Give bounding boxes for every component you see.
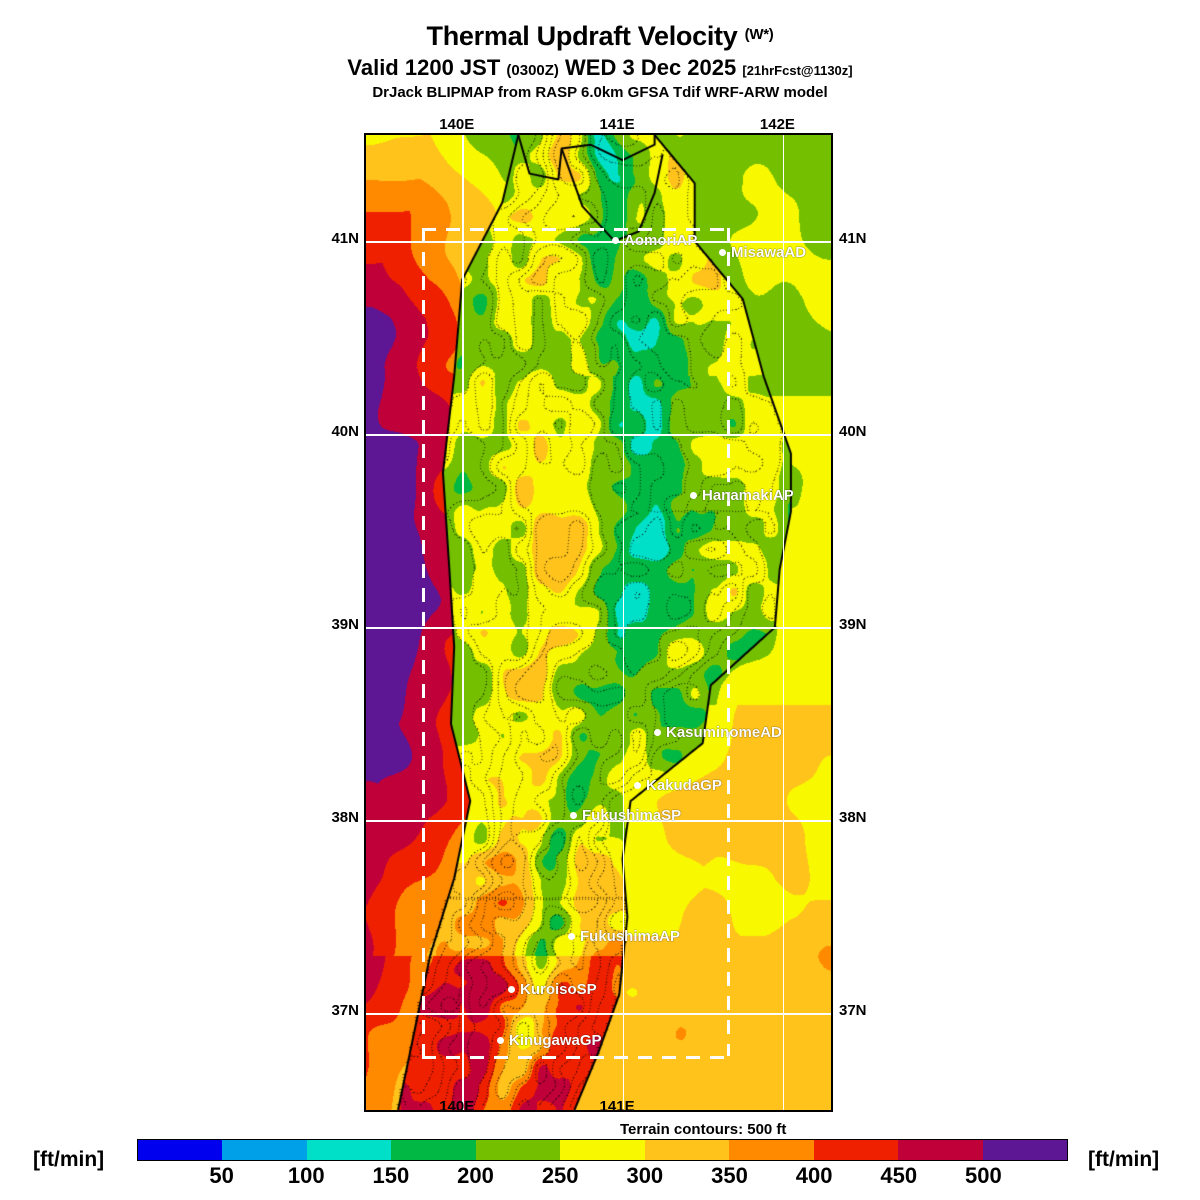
lon-label-top-142E: 142E xyxy=(759,116,795,133)
color-band-4 xyxy=(475,1140,561,1160)
lat-label-right-39N: 39N xyxy=(839,616,867,634)
color-band-0 xyxy=(138,1140,223,1160)
lat-gridline-40N xyxy=(366,434,831,436)
lat-label-left-39N: 39N xyxy=(331,616,359,634)
lat-gridline-41N xyxy=(366,241,831,243)
thermal-updraft-raster xyxy=(366,135,831,1110)
waypoint-dot-icon xyxy=(634,782,641,789)
lon-label-bottom-141E: 141E xyxy=(599,1098,635,1115)
lon-label-top-141E: 141E xyxy=(599,116,635,133)
domain-box-left xyxy=(422,227,426,1056)
color-band-10 xyxy=(982,1140,1067,1160)
waypoint-aomoriap[interactable]: AomoriAP xyxy=(612,232,697,249)
waypoint-dot-icon xyxy=(654,729,661,736)
color-band-3 xyxy=(391,1140,476,1160)
domain-box-right xyxy=(726,227,730,1056)
lon-label-top-140E: 140E xyxy=(439,116,475,133)
color-tick-100: 100 xyxy=(287,1163,325,1188)
color-band-5 xyxy=(560,1140,645,1160)
lat-label-left-37N: 37N xyxy=(331,1002,359,1020)
waypoint-label: FukushimaAP xyxy=(580,928,681,945)
lat-label-right-38N: 38N xyxy=(839,809,867,827)
lat-label-right-37N: 37N xyxy=(839,1002,867,1020)
waypoint-fukushimasp[interactable]: FukushimaSP xyxy=(570,807,681,824)
waypoint-label: KasuminomeAD xyxy=(666,724,782,741)
page-title: Thermal Updraft Velocity (W*) xyxy=(0,22,1200,50)
color-tick-500: 500 xyxy=(965,1163,1002,1188)
waypoint-dot-icon xyxy=(570,812,577,819)
lat-label-left-38N: 38N xyxy=(331,809,359,827)
lat-gridline-38N xyxy=(366,820,831,822)
waypoint-kinugawagp[interactable]: KinugawaGP xyxy=(497,1032,602,1049)
valid-date: WED 3 Dec 2025 xyxy=(565,55,737,81)
waypoint-dot-icon xyxy=(568,933,575,940)
units-label-left: [ft/min] xyxy=(33,1148,105,1171)
color-band-7 xyxy=(729,1140,814,1160)
waypoint-label: KuroisoSP xyxy=(520,981,597,998)
waypoint-label: HanamakiAP xyxy=(702,487,794,504)
waypoint-label: FukushimaSP xyxy=(582,807,682,824)
title-text: Thermal Updraft Velocity xyxy=(426,21,738,51)
lon-gridline-140E xyxy=(462,135,464,1110)
lat-label-right-41N: 41N xyxy=(839,230,867,248)
color-band-9 xyxy=(898,1140,983,1160)
waypoint-dot-icon xyxy=(719,249,726,256)
terrain-contour-note: Terrain contours: 500 ft xyxy=(620,1121,787,1138)
lon-gridline-141E xyxy=(622,135,625,1110)
color-tick-250: 250 xyxy=(541,1163,579,1188)
waypoint-hanamakiap[interactable]: HanamakiAP xyxy=(690,487,794,504)
valid-time: Valid 1200 JST xyxy=(347,55,501,81)
color-band-1 xyxy=(222,1140,307,1160)
color-tick-150: 150 xyxy=(372,1163,410,1188)
waypoint-label: MisawaAD xyxy=(731,244,807,261)
waypoint-label: AomoriAP xyxy=(624,232,698,249)
lat-gridline-37N xyxy=(366,1013,831,1015)
domain-box-top xyxy=(422,227,727,231)
waypoint-misawaad[interactable]: MisawaAD xyxy=(719,244,806,261)
waypoint-label: KakudaGP xyxy=(646,777,722,794)
color-tick-300: 300 xyxy=(626,1163,664,1188)
color-tick-450: 450 xyxy=(880,1163,918,1188)
color-tick-50: 50 xyxy=(209,1163,234,1188)
waypoint-kuroisosp[interactable]: KuroisoSP xyxy=(508,981,597,998)
domain-box-bottom xyxy=(422,1055,727,1059)
lat-label-left-41N: 41N xyxy=(331,230,359,248)
waypoint-fukushimaap[interactable]: FukushimaAP xyxy=(568,928,680,945)
lat-gridline-39N xyxy=(366,627,831,629)
lon-gridline-142E xyxy=(782,135,785,1110)
color-band-6 xyxy=(644,1140,730,1160)
waypoint-dot-icon xyxy=(508,986,515,993)
lat-label-right-40N: 40N xyxy=(839,423,867,441)
units-label-right: [ft/min] xyxy=(1088,1148,1160,1171)
lat-label-left-40N: 40N xyxy=(331,423,359,441)
color-tick-200: 200 xyxy=(457,1163,494,1188)
waypoint-kasuminomead[interactable]: KasuminomeAD xyxy=(654,724,782,741)
color-band-2 xyxy=(306,1140,392,1160)
valid-utc: (0300Z) xyxy=(506,62,559,80)
header-titles: Thermal Updraft Velocity (W*) Valid 1200… xyxy=(0,0,1200,102)
model-line: DrJack BLIPMAP from RASP 6.0km GFSA Tdif… xyxy=(372,84,828,102)
lon-label-bottom-140E: 140E xyxy=(439,1098,475,1115)
title-parameter: (W*) xyxy=(744,26,774,43)
waypoint-dot-icon xyxy=(612,237,619,244)
waypoint-dot-icon xyxy=(690,492,697,499)
valid-time-line: Valid 1200 JST (0300Z) WED 3 Dec 2025 [2… xyxy=(0,56,1200,79)
waypoint-kakudagp[interactable]: KakudaGP xyxy=(634,777,722,794)
map-plot-area[interactable]: AomoriAP MisawaAD HanamakiAP KasuminomeAD Ka… xyxy=(364,133,833,1112)
waypoint-label: KinugawaGP xyxy=(509,1032,602,1049)
color-tick-350: 350 xyxy=(711,1163,748,1188)
color-band-8 xyxy=(813,1140,899,1160)
forecast-tag: [21hrFcst@1130z] xyxy=(742,63,853,79)
color-scale-bar xyxy=(137,1139,1068,1161)
waypoint-dot-icon xyxy=(497,1037,504,1044)
color-tick-400: 400 xyxy=(795,1163,833,1188)
